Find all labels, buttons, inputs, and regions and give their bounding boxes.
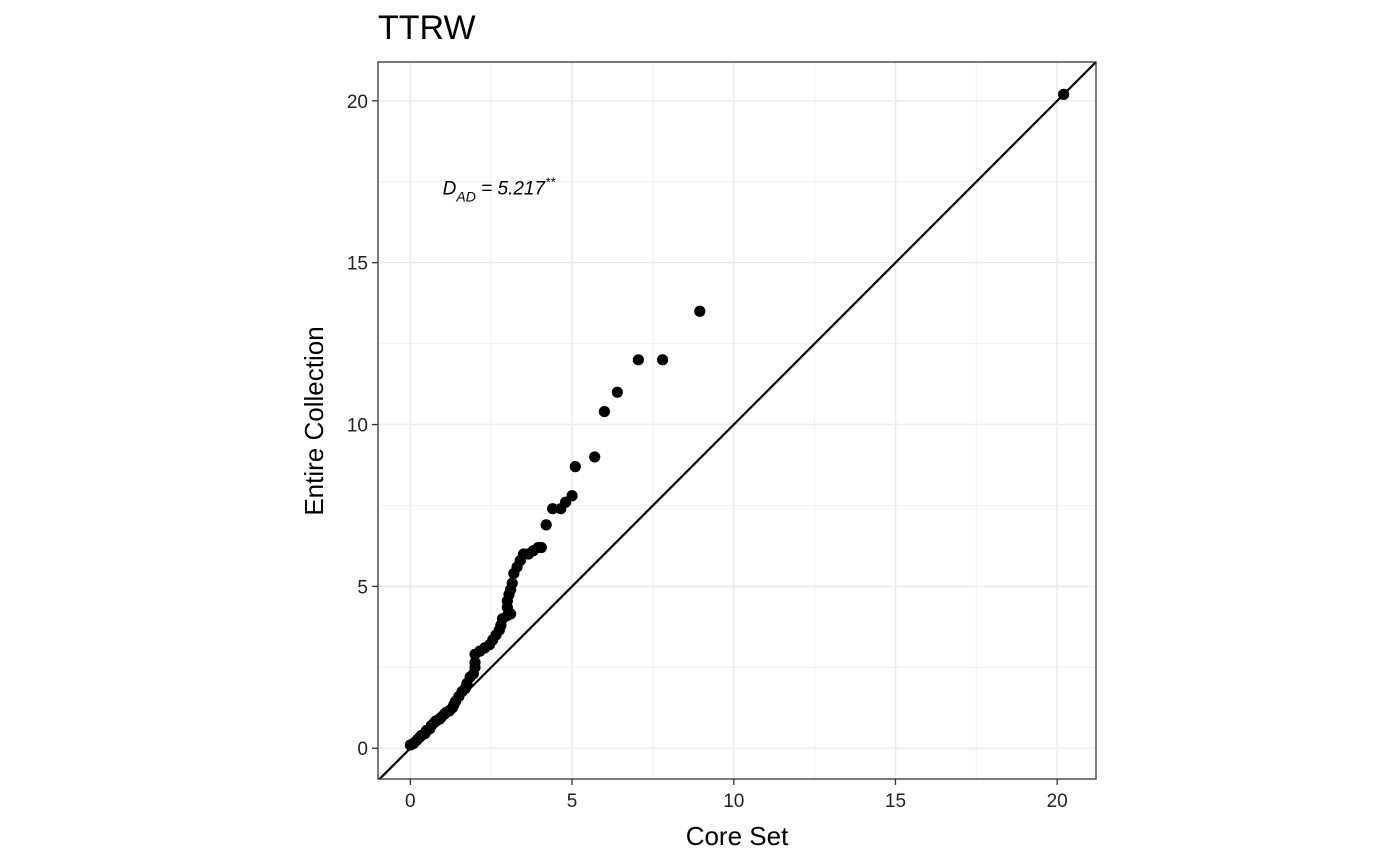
data-point (566, 490, 578, 502)
data-point (632, 354, 644, 366)
data-point (657, 354, 669, 366)
data-points (404, 88, 1070, 751)
y-tick-label: 10 (347, 416, 368, 437)
x-tick-label: 20 (1047, 791, 1068, 812)
annotation-subscript: AD (455, 189, 475, 205)
data-point (589, 451, 601, 463)
y-tick-label: 20 (347, 92, 368, 113)
chart-title: TTRW (378, 9, 476, 47)
data-point (569, 461, 581, 473)
x-axis-title: Core Set (686, 821, 789, 851)
data-point (1058, 88, 1070, 100)
y-tick-label: 15 (347, 254, 368, 275)
annotation-superscript: ** (545, 175, 556, 190)
x-tick-label: 10 (723, 791, 744, 812)
grid-lines (378, 62, 1096, 779)
data-point (694, 305, 706, 317)
panel-border (377, 61, 1097, 780)
annotation-value: = 5.217 (476, 179, 547, 200)
x-axis: 0 5 10 15 20 (405, 779, 1068, 812)
data-point (540, 519, 552, 531)
x-tick-label: 0 (405, 791, 416, 812)
y-axis: 0 5 10 15 20 (347, 92, 378, 760)
data-point (611, 386, 623, 398)
y-tick-label: 0 (357, 739, 368, 760)
x-tick-label: 5 (567, 791, 578, 812)
y-tick-label: 5 (357, 577, 368, 598)
data-point (598, 405, 610, 418)
y-axis-title: Entire Collection (299, 326, 329, 515)
x-tick-label: 15 (885, 791, 906, 812)
data-point (506, 577, 518, 589)
data-point (535, 541, 547, 554)
anderson-darling-annotation: DAD = 5.217** (443, 175, 556, 205)
data-point (469, 656, 481, 669)
data-point (547, 503, 559, 515)
reference-line-y-equals-x (378, 61, 1097, 780)
annotation-base: D (443, 179, 457, 200)
